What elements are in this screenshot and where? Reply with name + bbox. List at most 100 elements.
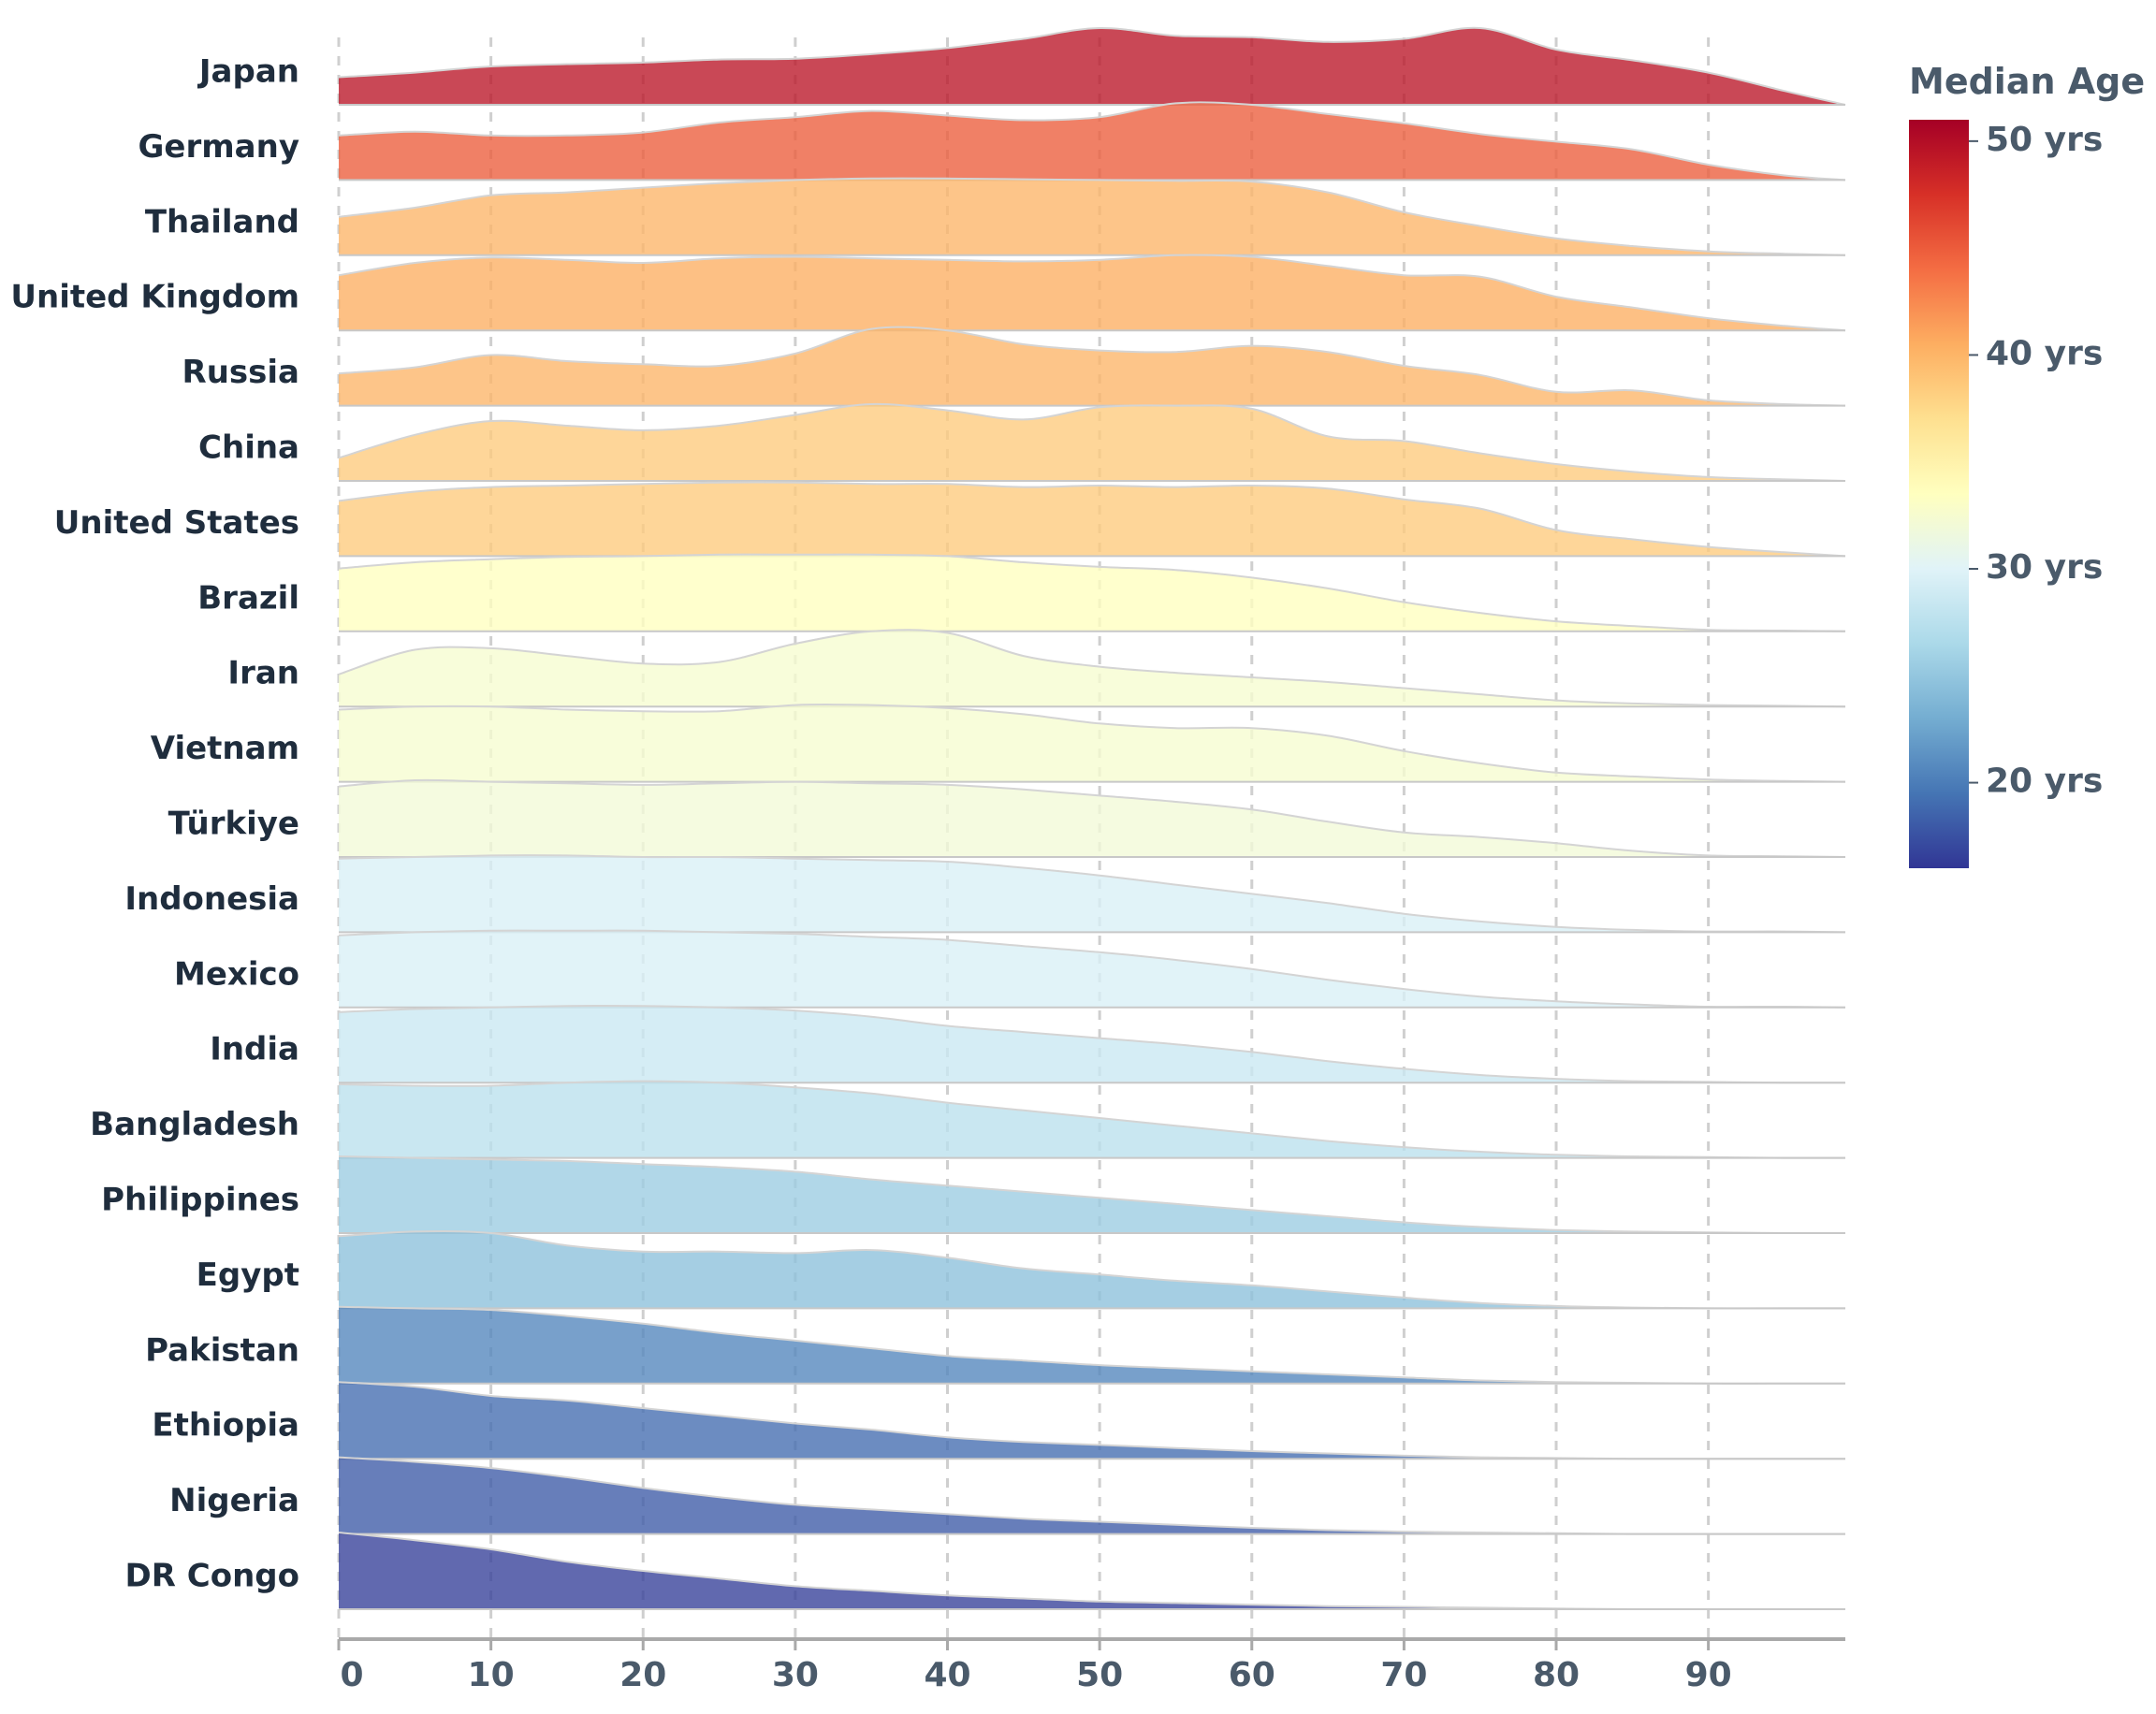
- ridge-germany: [338, 101, 1846, 182]
- x-tick-label: 10: [468, 1656, 515, 1694]
- x-tick-label: 30: [772, 1656, 819, 1694]
- country-label: Vietnam: [151, 730, 299, 767]
- country-label: India: [210, 1031, 299, 1068]
- country-label: Iran: [227, 655, 299, 692]
- ridge-türkiye: [338, 778, 1846, 858]
- ridge-outline: [338, 177, 1846, 256]
- ridge-outline: [338, 26, 1846, 106]
- country-label: DR Congo: [125, 1558, 299, 1595]
- ridge-area: [339, 1231, 1845, 1309]
- colorbar-tick-label: 20 yrs: [1986, 763, 2103, 801]
- country-label: Nigeria: [169, 1482, 299, 1519]
- ridge-area: [339, 1382, 1845, 1460]
- x-axis: 0 10 20 30 40 50 60 70 80 90: [337, 1637, 1845, 1694]
- ridge-area: [339, 1005, 1845, 1083]
- ridge-area: [339, 1306, 1845, 1384]
- ridge-thailand: [338, 177, 1846, 256]
- ridge-indonesia: [338, 854, 1846, 934]
- ridge-mexico: [338, 929, 1846, 1009]
- ridge-united-states: [338, 481, 1846, 558]
- ridge-outline: [338, 254, 1846, 332]
- x-tick-label: 60: [1229, 1656, 1275, 1694]
- country-label: Germany: [138, 128, 299, 166]
- country-label: Bangladesh: [90, 1106, 299, 1143]
- country-label: Pakistan: [145, 1331, 299, 1369]
- ridge-area: [339, 27, 1845, 106]
- ridge-area: [339, 1457, 1845, 1534]
- ridge-outline: [338, 553, 1846, 632]
- country-label: Egypt: [197, 1256, 299, 1294]
- ridge-outline: [338, 929, 1846, 1009]
- country-label: Mexico: [174, 955, 299, 993]
- ridge-outline: [338, 101, 1846, 182]
- ridge-iran: [338, 629, 1846, 708]
- ridge-ethiopia: [338, 1381, 1845, 1460]
- country-label: United States: [54, 504, 299, 542]
- ridge-area: [339, 1081, 1845, 1158]
- ridge-dr-congo: [338, 1532, 1845, 1611]
- ridge-area: [339, 855, 1845, 933]
- country-label: Ethiopia: [152, 1407, 299, 1445]
- ridge-nigeria: [338, 1456, 1845, 1535]
- ridge-area: [339, 102, 1845, 181]
- ridge-outline: [338, 629, 1846, 708]
- country-label: Türkiye: [168, 806, 299, 843]
- ridge-egypt: [338, 1230, 1845, 1310]
- ridges: [338, 26, 1846, 1611]
- ridge-vietnam: [338, 703, 1846, 783]
- x-tick-label: 40: [924, 1656, 970, 1694]
- colorbar-tick-label: 50 yrs: [1986, 121, 2103, 159]
- country-label: United Kingdom: [10, 279, 299, 316]
- x-tick-label: 90: [1685, 1656, 1732, 1694]
- ridge-area: [339, 779, 1845, 857]
- x-tick-label: 80: [1533, 1656, 1580, 1694]
- ridge-outline: [338, 481, 1846, 558]
- ridge-bangladesh: [338, 1080, 1846, 1159]
- ridge-brazil: [338, 553, 1846, 632]
- x-tick-label: 70: [1380, 1656, 1427, 1694]
- country-labels: Japan Germany Thailand United Kingdom Russia…: [10, 53, 299, 1595]
- country-label: Philippines: [101, 1182, 299, 1219]
- ridge-outline: [338, 1004, 1846, 1084]
- country-label: Brazil: [197, 579, 299, 617]
- country-label: Japan: [197, 53, 299, 91]
- ridge-outline: [338, 402, 1846, 482]
- ridge-outline: [338, 1305, 1845, 1385]
- ridge-outline: [338, 778, 1846, 858]
- x-tick-label: 0: [340, 1656, 363, 1694]
- ridge-united-kingdom: [338, 254, 1846, 332]
- ridge-outline: [338, 326, 1846, 407]
- ridge-area: [339, 1156, 1845, 1234]
- colorbar-gradient: [1909, 120, 1969, 868]
- ridge-area: [339, 482, 1845, 557]
- x-tick-label: 50: [1076, 1656, 1123, 1694]
- ridge-russia: [338, 326, 1846, 407]
- ridge-area: [339, 930, 1845, 1008]
- ridge-japan: [338, 26, 1846, 106]
- ridge-area: [339, 704, 1845, 782]
- country-label: Indonesia: [124, 880, 299, 918]
- ridge-outline: [338, 1230, 1845, 1310]
- ridge-area: [339, 1532, 1845, 1610]
- country-label: Thailand: [145, 203, 299, 240]
- ridge-area: [339, 254, 1845, 331]
- ridge-outline: [338, 1080, 1846, 1159]
- ridge-china: [338, 402, 1846, 482]
- country-label: Russia: [182, 354, 299, 391]
- x-tick-label: 20: [619, 1656, 666, 1694]
- colorbar-legend: Median Age 20 yrs 30 yrs 40 yrs 50 yrs: [1909, 61, 2145, 868]
- colorbar-title: Median Age: [1909, 61, 2145, 102]
- colorbar-tick-label: 40 yrs: [1986, 334, 2103, 372]
- ridge-outline: [338, 854, 1846, 934]
- ridge-area: [339, 403, 1845, 481]
- ridge-area: [339, 630, 1845, 707]
- ridge-philippines: [338, 1155, 1846, 1235]
- ridge-outline: [338, 703, 1846, 783]
- ridge-india: [338, 1004, 1846, 1084]
- ridge-outline: [338, 1155, 1846, 1235]
- ridge-pakistan: [338, 1305, 1845, 1385]
- ridge-area: [339, 327, 1845, 406]
- country-label: China: [198, 429, 299, 467]
- ridge-area: [339, 178, 1845, 255]
